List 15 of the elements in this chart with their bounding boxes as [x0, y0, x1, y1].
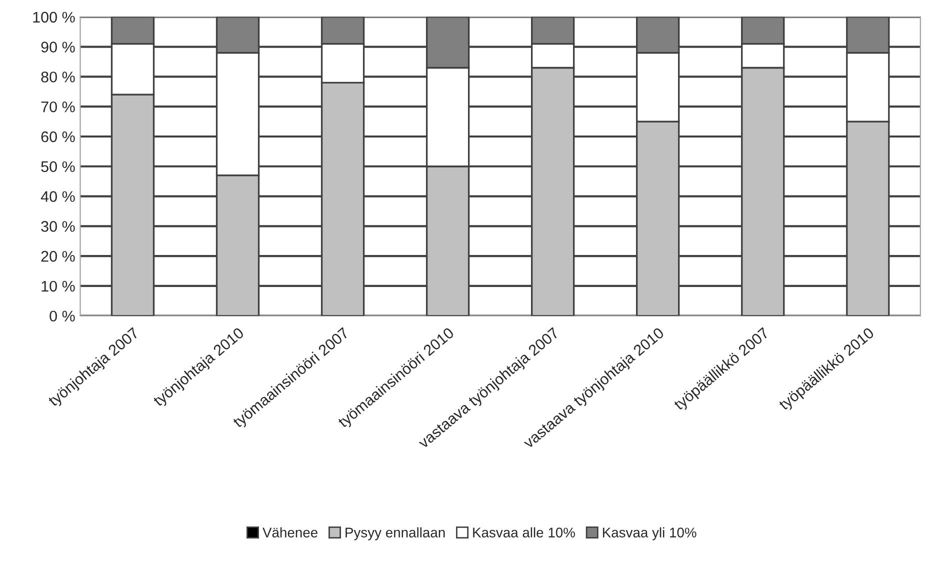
legend-label: Vähenee — [262, 527, 318, 538]
y-tick-label: 90 % — [41, 42, 75, 52]
y-tick-label: 10 % — [42, 280, 75, 292]
y-tick-label: 60 % — [41, 131, 75, 142]
legend-label: Pysyy ennallaan — [346, 527, 445, 540]
y-tick-label: 80 % — [41, 72, 75, 82]
y-tick-label: 100 % — [33, 12, 75, 23]
legend-label: Kasvaa alle 10% — [473, 527, 575, 538]
legend-label: Kasvaa yli 10% — [602, 527, 696, 540]
y-tick-label: 50 % — [41, 161, 75, 172]
y-tick-label: 40 % — [40, 191, 75, 202]
y-tick-label: 0 % — [50, 310, 75, 322]
y-tick-label: 70 % — [41, 101, 75, 112]
y-tick-label: 20 % — [41, 250, 75, 262]
y-tick-label: 30 % — [41, 221, 75, 232]
